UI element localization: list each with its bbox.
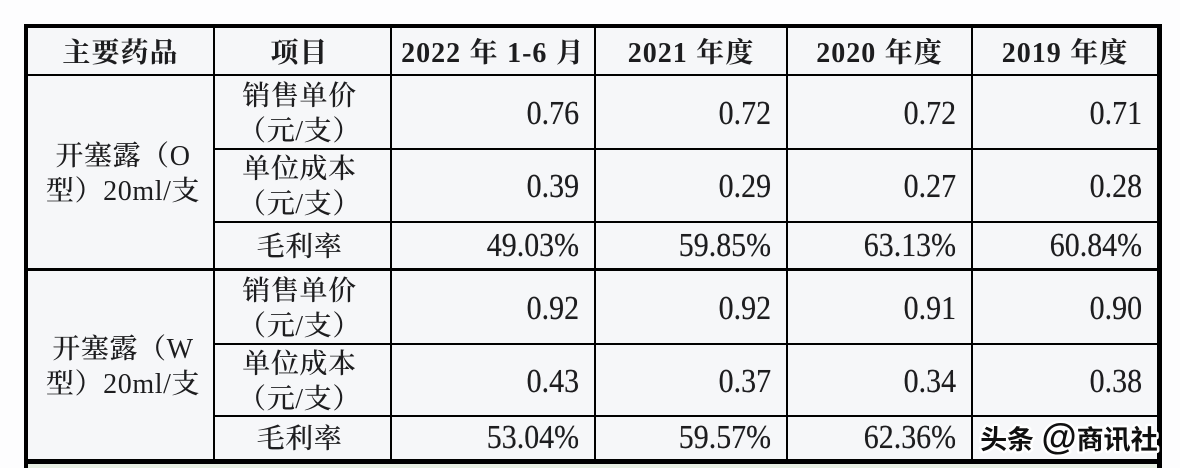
svg-text:头条 @商讯社: 头条 @商讯社 (980, 410, 1158, 460)
